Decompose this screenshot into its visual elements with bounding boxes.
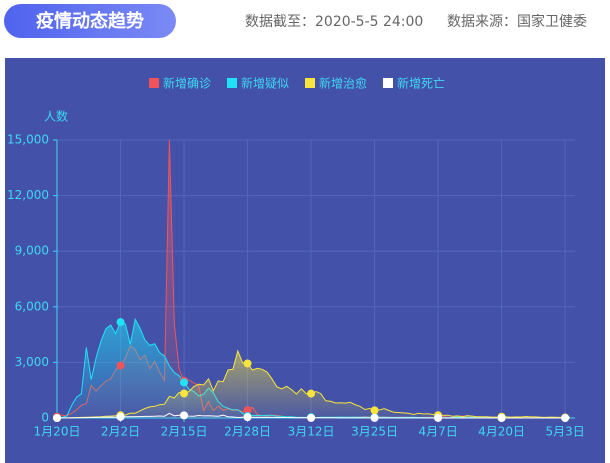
legend-swatch: [383, 78, 393, 88]
source-note: 数据来源：国家卫健委: [447, 13, 587, 30]
x-tick-label: 2月2日: [101, 425, 140, 439]
series-area: [57, 350, 570, 418]
point-marker: [53, 414, 61, 422]
y-tick-label: 12,000: [7, 188, 49, 202]
point-marker: [307, 413, 316, 422]
point-marker: [180, 389, 189, 398]
point-marker: [243, 406, 252, 415]
x-tick-label: 2月28日: [224, 425, 271, 439]
x-tick-label: 5月3日: [545, 425, 584, 439]
point-marker: [116, 361, 125, 370]
legend-label: 新增确诊: [163, 76, 211, 91]
point-marker: [561, 414, 570, 422]
y-axis-label: 人数: [44, 109, 68, 124]
point-marker: [243, 359, 252, 368]
y-tick-label: 9,000: [15, 244, 49, 258]
point-marker: [116, 318, 125, 327]
point-marker: [434, 413, 443, 422]
update-note: 数据截至：2020-5-5 24:00: [245, 14, 423, 30]
point-marker: [116, 412, 125, 421]
y-tick-label: 6,000: [15, 299, 49, 313]
point-marker: [243, 413, 252, 422]
point-marker: [497, 414, 506, 422]
x-tick-label: 3月12日: [288, 425, 335, 439]
title-pill: [4, 4, 176, 38]
chart-title: 疫情动态趋势: [36, 10, 144, 32]
x-tick-label: 4月7日: [418, 425, 457, 439]
point-marker: [307, 389, 316, 398]
point-marker: [370, 413, 379, 422]
x-tick-label: 3月25日: [351, 425, 398, 439]
legend-label: 新增死亡: [397, 76, 445, 91]
x-tick-label: 1月20日: [34, 425, 81, 439]
legend-swatch: [305, 78, 315, 88]
legend-label: 新增治愈: [319, 76, 367, 91]
legend-label: 新增疑似: [241, 76, 289, 91]
y-tick-label: 15,000: [7, 133, 49, 147]
x-tick-label: 4月20日: [478, 425, 525, 439]
legend-swatch: [227, 78, 237, 88]
point-marker: [370, 406, 379, 415]
x-tick-label: 2月15日: [161, 425, 208, 439]
y-tick-label: 3,000: [15, 355, 49, 369]
y-tick-label: 0: [41, 411, 49, 425]
legend-swatch: [149, 78, 159, 88]
point-marker: [180, 378, 189, 387]
point-marker: [180, 411, 189, 420]
